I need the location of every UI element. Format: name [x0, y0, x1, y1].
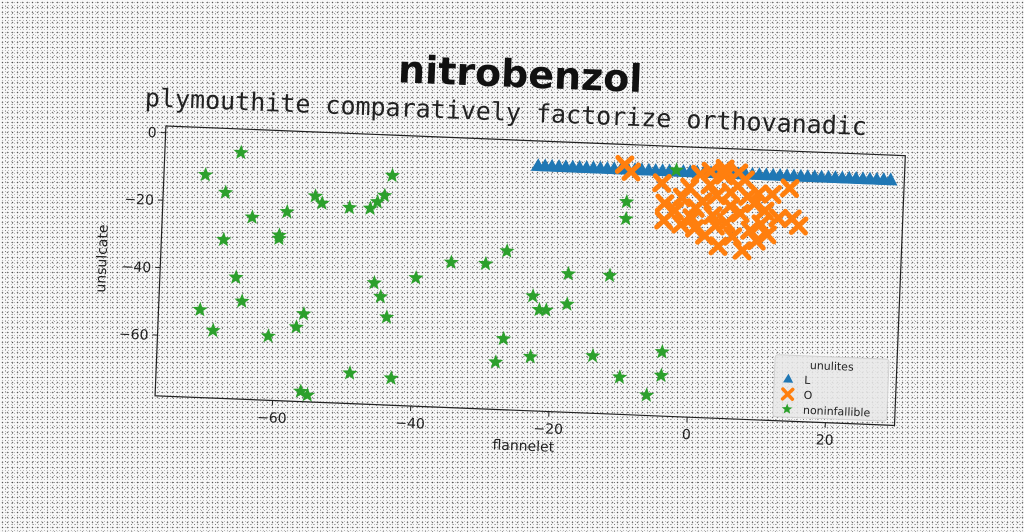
legend-label-1: O: [803, 389, 813, 402]
point-x-1-23: [735, 243, 750, 258]
point-star-2-22: [366, 275, 382, 290]
x-tick-label: −40: [395, 415, 425, 432]
point-star-2-11: [205, 322, 221, 337]
x-tick-label: 0: [682, 427, 692, 443]
point-x-1-2: [655, 176, 670, 191]
point-x-1-35: [791, 218, 806, 233]
point-star-2-10: [192, 302, 208, 317]
point-star-2-23: [373, 288, 389, 303]
point-star-2-38: [618, 211, 634, 226]
y-tick-label: −20: [124, 192, 154, 209]
point-star-2-28: [499, 243, 515, 258]
point-star-2-25: [408, 270, 424, 285]
x-tick-label: −60: [257, 410, 287, 427]
point-star-2-26: [443, 254, 459, 269]
y-tick-label: −40: [121, 259, 151, 276]
y-tick-label: 0: [147, 125, 157, 141]
point-star-2-6: [234, 293, 250, 308]
point-star-2-4: [216, 231, 232, 246]
point-star-2-24: [379, 309, 395, 324]
point-star-2-40: [488, 354, 504, 369]
y-axis-label: unsulcate: [93, 224, 112, 293]
point-star-2-13: [288, 319, 304, 334]
point-star-2-39: [585, 348, 601, 363]
point-x-1-33: [783, 181, 798, 196]
point-star-2-42: [342, 365, 358, 380]
point-star-2-17: [342, 199, 358, 214]
point-star-2-3: [244, 209, 260, 224]
point-star-2-36: [602, 267, 618, 282]
y-tick-label: −60: [119, 327, 149, 344]
point-star-2-48: [612, 369, 628, 384]
x-tick-label: −20: [533, 421, 563, 438]
point-star-2-45: [654, 344, 670, 359]
legend-label-2: noninfallible: [803, 404, 871, 420]
point-star-2-33: [559, 296, 575, 311]
point-star-2-41: [383, 370, 399, 385]
point-star-2-35: [560, 266, 576, 281]
point-star-2-12: [260, 328, 276, 343]
point-star-2-34: [522, 348, 538, 363]
point-x-1-31: [765, 187, 780, 202]
point-star-2-2: [218, 184, 234, 199]
point-star-2-0: [198, 167, 214, 182]
legend-title: unulites: [810, 359, 855, 374]
point-x-1-16: [711, 239, 726, 254]
point-star-2-30: [525, 288, 541, 303]
point-star-2-27: [478, 256, 494, 271]
point-star-2-21: [384, 167, 400, 182]
point-star-2-9: [279, 204, 295, 219]
point-star-2-37: [619, 194, 635, 209]
point-star-2-14: [296, 306, 312, 321]
x-axis-label: flannelet: [492, 437, 555, 455]
point-star-2-29: [496, 331, 512, 346]
point-star-2-1: [233, 144, 249, 159]
x-tick-label: 20: [815, 432, 833, 449]
point-star-2-46: [639, 387, 655, 402]
point-star-2-47: [653, 367, 669, 382]
point-star-2-5: [228, 269, 244, 284]
